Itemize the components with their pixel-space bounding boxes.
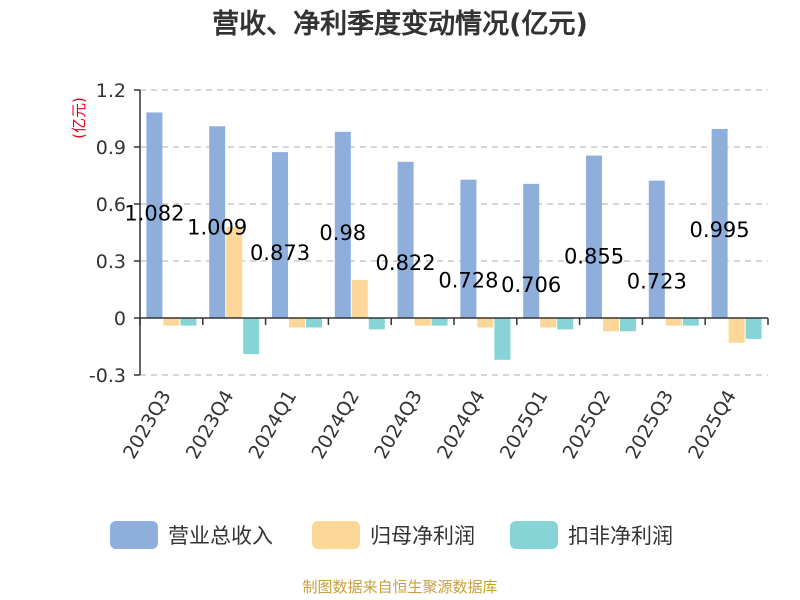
- y-tick-label: 0: [114, 308, 126, 330]
- x-tick-label: 2024Q1: [245, 387, 302, 463]
- bar-1-2023Q3: [146, 112, 163, 318]
- data-label: 0.873: [250, 241, 310, 265]
- data-label: 0.822: [376, 251, 436, 275]
- y-tick-label: 1.2: [96, 80, 126, 102]
- y-axis: -0.3 0 0.3 0.6 0.9 1.2: [89, 80, 141, 387]
- data-label: 0.728: [438, 269, 498, 293]
- legend-item-3: 扣非净利润: [510, 521, 673, 549]
- bar-2-2025Q2: [603, 318, 619, 332]
- bar-1-2023Q4: [209, 126, 226, 318]
- bar-3-2025Q4: [745, 318, 762, 339]
- bar-2-2024Q4: [477, 318, 494, 328]
- data-label: 0.98: [319, 221, 366, 245]
- data-label: 0.723: [627, 270, 687, 294]
- x-tick-label: 2023Q3: [119, 387, 176, 463]
- source-note: 制图数据来自恒生聚源数据库: [302, 578, 497, 596]
- legend: 营业总收入 归母净利润 扣非净利润: [110, 521, 673, 549]
- x-tick-label: 2023Q4: [182, 387, 239, 463]
- data-label: 0.706: [501, 273, 561, 297]
- bar-1-2025Q1: [523, 183, 540, 318]
- bar-3-2024Q3: [431, 318, 448, 326]
- x-tick-label: 2025Q1: [496, 387, 553, 463]
- x-tick-label: 2024Q2: [307, 387, 364, 463]
- bar-2-2024Q3: [414, 318, 431, 326]
- y-tick-label: 0.9: [96, 137, 126, 159]
- bar-3-2023Q4: [243, 318, 260, 355]
- bar-1-2024Q2: [334, 131, 351, 318]
- data-label: 0.855: [564, 245, 624, 269]
- chart-title: 营收、净利季度变动情况(亿元): [212, 8, 588, 40]
- bar-3-2025Q2: [620, 318, 636, 332]
- bar-2-2023Q4: [226, 226, 243, 318]
- x-axis: 2023Q3 2023Q4 2024Q1 2024Q2 2024Q3 2024Q4 2025…: [119, 317, 769, 463]
- bar-3-2025Q1: [557, 318, 574, 330]
- bar-1-2025Q3: [648, 180, 665, 318]
- bar-2-2023Q3: [163, 318, 180, 326]
- x-tick-label: 2025Q3: [621, 387, 678, 463]
- legend-swatch: [110, 521, 158, 549]
- bar-2-2025Q4: [728, 318, 745, 343]
- x-tick-label: 2024Q4: [433, 387, 490, 463]
- y-unit-label: (亿元): [70, 97, 88, 139]
- bar-3-2024Q2: [368, 318, 385, 330]
- legend-swatch: [312, 521, 360, 549]
- x-tick-label: 2024Q3: [370, 387, 427, 463]
- x-tick-label: 2025Q4: [684, 387, 741, 463]
- bar-3-2023Q3: [180, 318, 197, 326]
- legend-label: 扣非净利润: [568, 524, 673, 548]
- data-label: 1.009: [187, 215, 247, 239]
- legend-label: 营业总收入: [168, 524, 273, 548]
- y-tick-label: -0.3: [89, 365, 126, 387]
- data-label: 0.995: [690, 218, 750, 242]
- bar-2-2025Q1: [540, 318, 557, 328]
- y-tick-label: 0.6: [96, 194, 126, 216]
- legend-label: 归母净利润: [370, 524, 475, 548]
- bar-1-2025Q2: [586, 155, 602, 318]
- y-tick-label: 0.3: [96, 251, 126, 273]
- bar-2-2025Q3: [665, 318, 682, 326]
- bar-2-2024Q2: [351, 280, 368, 318]
- bar-3-2024Q4: [494, 318, 511, 360]
- bar-1-2024Q3: [397, 161, 414, 318]
- bar-1-2025Q4: [711, 128, 728, 318]
- bars: [146, 112, 762, 360]
- legend-swatch: [510, 521, 558, 549]
- data-label: 1.082: [124, 201, 184, 225]
- x-tick-label: 2025Q2: [559, 387, 616, 463]
- bar-1-2024Q4: [460, 179, 477, 318]
- bar-3-2024Q1: [306, 318, 322, 328]
- grid: [140, 89, 768, 376]
- legend-item-2: 归母净利润: [312, 521, 475, 549]
- bar-2-2024Q1: [289, 318, 305, 328]
- bar-3-2025Q3: [682, 318, 699, 326]
- bar-1-2024Q1: [272, 152, 288, 318]
- legend-item-1: 营业总收入: [110, 521, 273, 549]
